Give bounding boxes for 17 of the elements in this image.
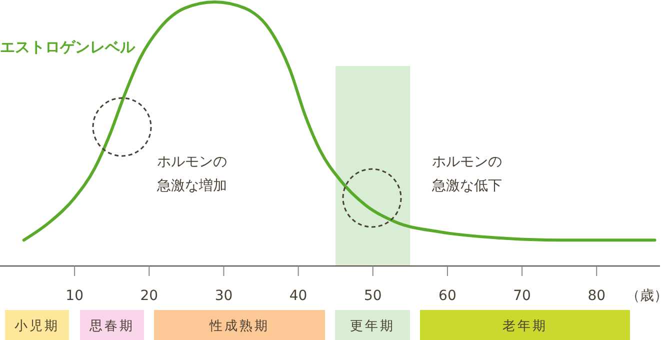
text: 更年期 bbox=[350, 319, 395, 334]
text: 思春期 bbox=[88, 319, 134, 334]
text: 老年期 bbox=[502, 319, 548, 334]
x-tick-label: 10 bbox=[66, 288, 84, 304]
annotation: ホルモンの急激な増加 bbox=[156, 154, 227, 194]
x-tick-label: 80 bbox=[588, 288, 606, 304]
series-label: エストロゲンレベル bbox=[0, 38, 136, 56]
x-tick-label: 20 bbox=[140, 288, 158, 304]
x-tick-label: 30 bbox=[214, 288, 233, 304]
x-tick-label: 50 bbox=[364, 288, 382, 304]
x-tick-label: 60 bbox=[438, 288, 456, 304]
x-tick-label: 70 bbox=[513, 288, 531, 304]
text: 小児期 bbox=[14, 319, 60, 334]
x-axis-title: （歳） bbox=[626, 288, 668, 304]
x-tick-label: 40 bbox=[289, 288, 308, 304]
text: 性成熟期 bbox=[208, 319, 270, 334]
annotation: ホルモンの急激な低下 bbox=[431, 154, 502, 194]
